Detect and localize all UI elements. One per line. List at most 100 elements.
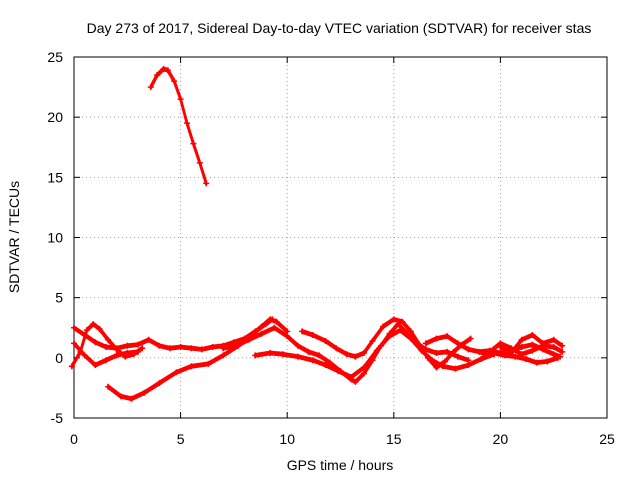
data-point — [220, 352, 227, 359]
data-point — [81, 352, 88, 359]
data-point — [205, 360, 212, 367]
x-tick-label: 10 — [279, 431, 295, 447]
data-point — [465, 362, 472, 369]
data-point — [160, 66, 167, 73]
data-point — [171, 78, 178, 85]
data-point — [145, 336, 152, 343]
series-arc-1 — [147, 66, 210, 187]
y-tick-label: -5 — [51, 410, 64, 426]
data-point — [203, 180, 210, 187]
data-point — [271, 324, 278, 331]
data-point — [113, 346, 120, 353]
data-point — [299, 328, 306, 335]
series-line — [70, 324, 144, 369]
data-point — [476, 348, 483, 355]
data-point — [518, 336, 525, 343]
y-axis-title: SDTVAR / TECUs — [6, 181, 22, 293]
data-point — [164, 67, 171, 74]
data-point — [154, 72, 161, 79]
data-point — [134, 348, 141, 355]
data-point — [102, 344, 109, 351]
data-point — [478, 356, 485, 363]
data-point — [424, 354, 431, 361]
data-point — [529, 341, 536, 348]
data-point — [102, 357, 109, 364]
data-point — [454, 340, 461, 347]
data-point — [188, 345, 195, 352]
series-arc-12 — [497, 331, 566, 357]
data-point — [467, 335, 474, 342]
data-point — [386, 333, 393, 340]
data-point — [316, 352, 323, 359]
x-tick-label: 0 — [70, 431, 78, 447]
chart-title: Day 273 of 2017, Sidereal Day-to-day VTE… — [87, 20, 592, 36]
data-point — [90, 321, 97, 328]
data-point — [92, 339, 99, 346]
data-point — [190, 140, 197, 147]
data-point — [454, 353, 461, 360]
data-point — [173, 369, 180, 376]
data-point — [124, 342, 131, 349]
data-point — [141, 389, 148, 396]
x-tick-label: 15 — [386, 431, 402, 447]
data-point — [550, 344, 557, 351]
y-tick-label: 5 — [55, 290, 63, 306]
data-point — [305, 348, 312, 355]
data-point — [166, 345, 173, 352]
data-point — [124, 350, 131, 357]
data-point — [177, 96, 184, 103]
data-point — [390, 316, 397, 323]
data-point — [198, 346, 205, 353]
data-point — [373, 347, 380, 354]
data-point — [252, 328, 259, 335]
data-point — [518, 344, 525, 351]
data-point — [399, 318, 406, 325]
data-point — [267, 350, 274, 357]
x-tick-label: 5 — [177, 431, 185, 447]
data-point — [294, 342, 301, 349]
data-point — [105, 336, 112, 343]
series-layer — [68, 66, 566, 402]
series-line — [482, 350, 560, 363]
data-point — [188, 363, 195, 370]
data-point — [233, 342, 240, 349]
data-point — [258, 330, 265, 337]
data-point — [128, 395, 135, 402]
data-point — [309, 357, 316, 364]
data-point — [220, 345, 227, 352]
data-point — [533, 359, 540, 366]
plot-frame — [73, 56, 608, 419]
y-tick-label: 10 — [47, 230, 63, 246]
tick-layer: 0 5 10 15 20 25 -5 0 5 10 15 20 25 — [47, 49, 615, 447]
data-point — [550, 351, 557, 358]
series-line — [254, 330, 496, 380]
data-point — [83, 327, 90, 334]
data-point — [397, 327, 404, 334]
series-arc-10 — [480, 350, 561, 366]
data-point — [322, 362, 329, 369]
data-point — [348, 374, 355, 381]
data-point — [380, 323, 387, 330]
data-point — [262, 321, 269, 328]
series-arc-5 — [71, 340, 141, 369]
series-arc-2 — [105, 316, 291, 402]
data-point — [518, 351, 525, 358]
data-point — [117, 393, 124, 400]
data-point — [183, 120, 190, 127]
data-point — [554, 354, 561, 361]
data-point — [273, 318, 280, 325]
data-point — [335, 368, 342, 375]
x-tick-label: 20 — [493, 431, 509, 447]
y-tick-label: 20 — [47, 109, 63, 125]
data-point — [441, 358, 448, 365]
data-point — [139, 345, 146, 352]
data-point — [333, 345, 340, 352]
data-point — [559, 348, 566, 355]
data-point — [422, 340, 429, 347]
data-point — [369, 337, 376, 344]
data-point — [134, 341, 141, 348]
data-point — [177, 344, 184, 351]
data-point — [529, 331, 536, 338]
series-line — [482, 353, 560, 366]
data-point — [407, 328, 414, 335]
